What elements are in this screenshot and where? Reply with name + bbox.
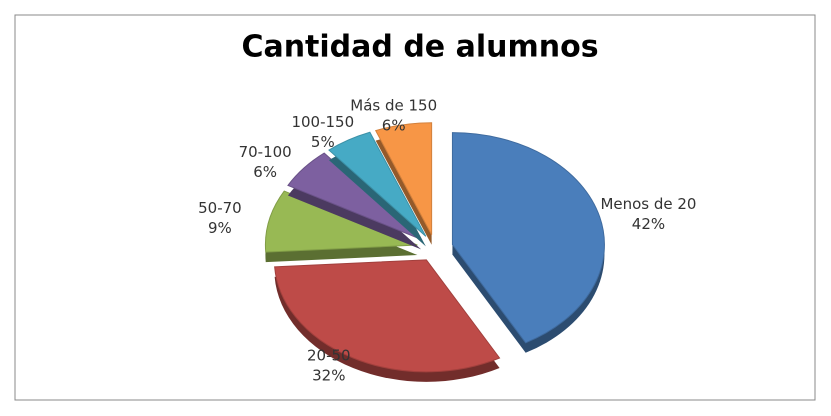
slice-value-label: 6% [382, 116, 406, 134]
slice-category-label: Menos de 20 [600, 195, 696, 213]
slice [374, 122, 433, 235]
slice-category-label: Más de 150 [350, 96, 437, 114]
slice [264, 190, 418, 253]
slice [328, 131, 427, 237]
slice-category-label: 20-50 [307, 346, 351, 364]
slice-category-label: 100-150 [291, 113, 354, 131]
chart-title: Cantidad de alumnos [241, 30, 598, 65]
slice-category-label: 50-70 [198, 199, 242, 217]
slice-value-label: 6% [253, 163, 277, 181]
slice-value-label: 32% [312, 366, 345, 384]
slice [274, 259, 501, 373]
slice-category-label: 70-100 [239, 143, 292, 161]
slice-value-label: 42% [632, 215, 665, 233]
slice-value-label: 9% [208, 219, 232, 237]
slice [287, 152, 422, 240]
slice [451, 132, 605, 344]
slice-value-label: 5% [311, 133, 335, 151]
